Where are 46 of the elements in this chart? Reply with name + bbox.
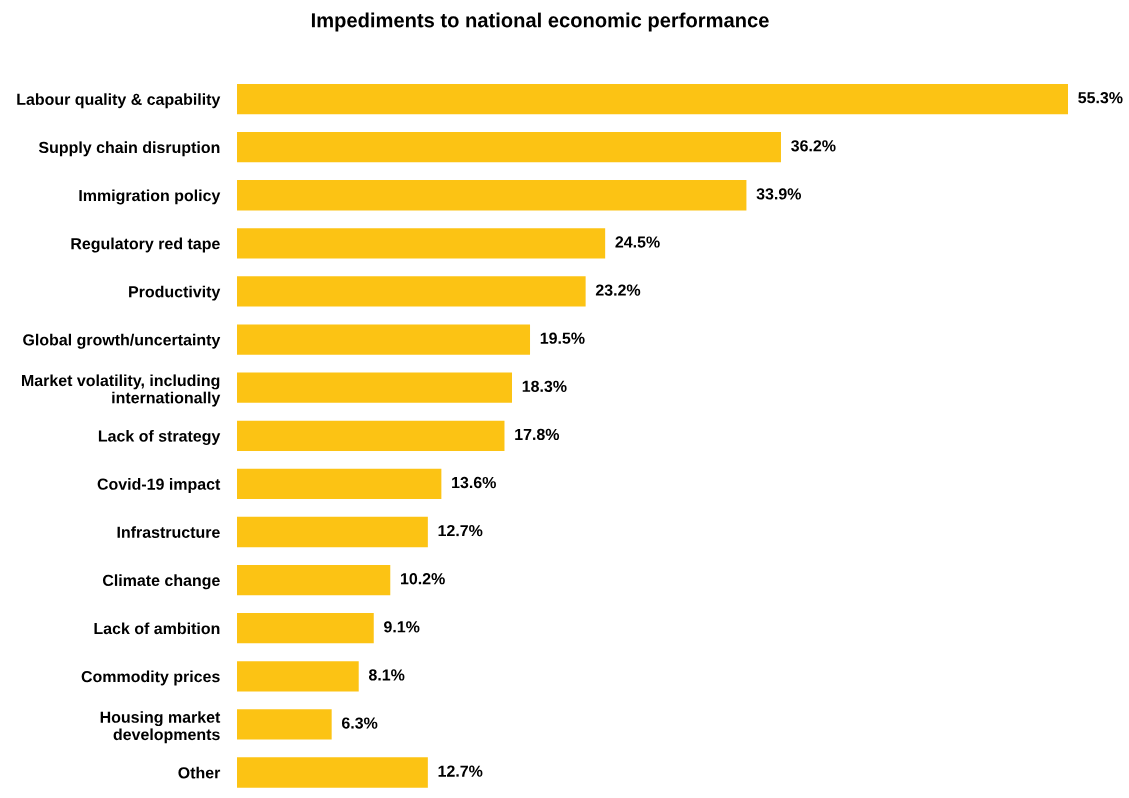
data-label: 24.5% xyxy=(615,236,660,248)
data-label: 36.2% xyxy=(791,140,836,152)
data-label: 23.2% xyxy=(595,284,641,296)
data-label: 19.5% xyxy=(540,332,585,344)
bar xyxy=(237,180,747,211)
data-label: 18.3% xyxy=(522,380,567,392)
data-label: 8.1% xyxy=(368,669,405,681)
y-tick-label: Productivity xyxy=(129,285,221,301)
data-label: 13.6% xyxy=(452,476,496,489)
bar xyxy=(237,276,586,307)
bar xyxy=(237,564,391,596)
chart-title: Impediments to national economic performance xyxy=(311,12,769,32)
bar xyxy=(237,420,505,451)
bar xyxy=(237,228,606,259)
bar xyxy=(237,757,428,788)
data-label: 10.2% xyxy=(401,573,445,585)
data-label: 12.7% xyxy=(438,765,483,777)
y-tick-label: Housing market developments xyxy=(100,711,221,744)
bar xyxy=(237,132,781,163)
bar xyxy=(237,613,374,644)
y-tick-label: Regulatory red tape xyxy=(71,237,220,253)
bar xyxy=(237,709,332,740)
data-label: 12.7% xyxy=(438,524,483,537)
y-tick-label: Market volatility, including internationally xyxy=(22,374,221,407)
y-tick-label: Other xyxy=(178,766,221,779)
y-tick-label: Labour quality & capability xyxy=(17,93,221,109)
bar xyxy=(237,661,359,692)
y-tick-label: Covid-19 impact xyxy=(97,478,221,493)
y-tick-label: Supply chain disruption xyxy=(38,141,220,157)
bar xyxy=(237,516,428,548)
y-tick-label: Infrastructure xyxy=(117,526,220,538)
data-label: 55.3% xyxy=(1078,92,1123,104)
data-label: 33.9% xyxy=(756,188,802,200)
y-tick-label: Global growth/uncertainty xyxy=(23,333,221,349)
bar xyxy=(237,468,442,500)
bar xyxy=(237,372,512,403)
data-label: 9.1% xyxy=(384,621,420,633)
y-tick-label: Climate change xyxy=(102,574,220,590)
bar xyxy=(237,324,531,355)
data-label: 17.8% xyxy=(515,428,560,441)
y-tick-label: Lack of ambition xyxy=(94,622,220,635)
y-tick-label: Lack of strategy xyxy=(98,429,221,445)
y-tick-label: Commodity prices xyxy=(81,670,220,686)
y-tick-label: Immigration policy xyxy=(79,189,221,205)
bar xyxy=(237,83,1068,115)
data-label: 6.3% xyxy=(341,717,378,729)
